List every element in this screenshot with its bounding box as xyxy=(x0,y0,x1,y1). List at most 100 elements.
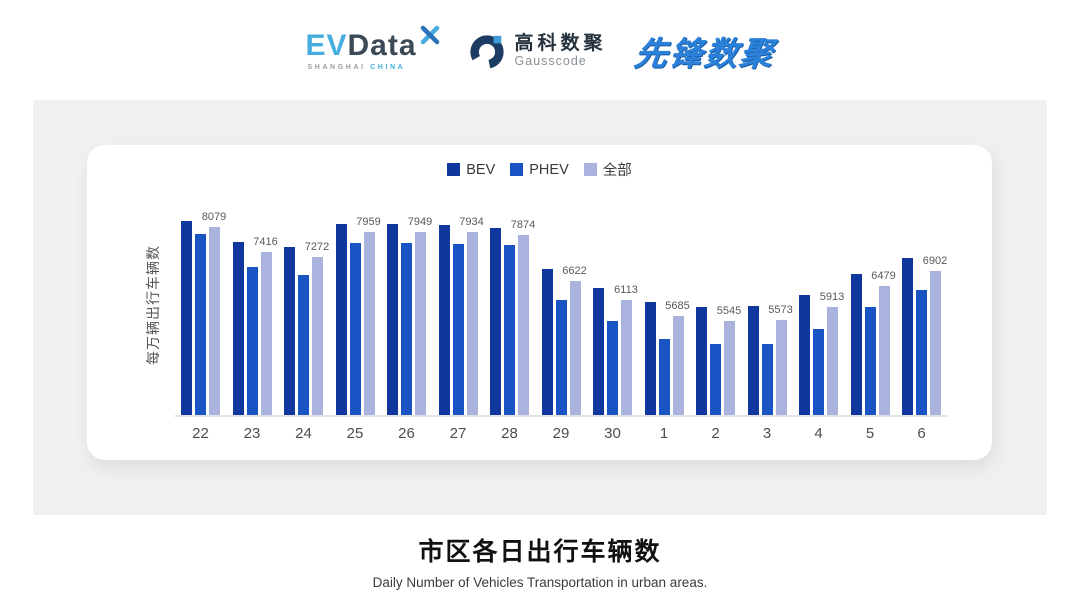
bar-全部-2[interactable] xyxy=(724,321,735,415)
legend-item-BEV[interactable]: BEV xyxy=(447,162,495,178)
x-tick-28: 28 xyxy=(501,425,518,442)
x-tick-25: 25 xyxy=(346,425,364,442)
evdata-x-icon xyxy=(420,25,439,45)
bar-value-label: 7949 xyxy=(407,216,433,228)
y-axis-title: 每万辆出行车辆数 xyxy=(145,245,161,365)
bar-全部-22[interactable] xyxy=(209,227,220,415)
bar-bev-26[interactable] xyxy=(387,224,398,415)
bar-bev-30[interactable] xyxy=(593,288,604,415)
bar-全部-29[interactable] xyxy=(569,281,581,415)
bar-bev-22[interactable] xyxy=(181,221,192,415)
bar-bev-24[interactable] xyxy=(284,247,295,415)
bar-phev-25[interactable] xyxy=(349,243,361,415)
bar-value-label: 7959 xyxy=(356,216,381,228)
bar-全部-4[interactable] xyxy=(827,307,838,415)
bar-phev-6[interactable] xyxy=(916,290,927,415)
bar-全部-25[interactable] xyxy=(363,232,375,415)
bar-bev-28[interactable] xyxy=(490,228,501,415)
bar-group-29: 6622 xyxy=(541,193,587,415)
bar-全部-24[interactable] xyxy=(312,257,323,415)
bar-phev-23[interactable] xyxy=(246,267,258,415)
bar-phev-30[interactable] xyxy=(607,321,618,415)
bar-group-30: 6113 xyxy=(593,193,638,415)
header-logos: EV Data SHANGHAI CHINA 高科数聚 Gausscode 先锋数 xyxy=(0,20,1080,82)
bar-value-label: 6479 xyxy=(871,270,896,282)
x-tick-4: 4 xyxy=(814,425,823,442)
bar-value-label: 7934 xyxy=(459,216,484,228)
bar-全部-26[interactable] xyxy=(415,232,426,415)
bar-value-label: 7874 xyxy=(510,219,536,231)
bar-phev-29[interactable] xyxy=(555,300,567,415)
bar-全部-6[interactable] xyxy=(930,271,941,415)
x-tick-2: 2 xyxy=(711,425,720,442)
x-tick-6: 6 xyxy=(917,425,926,442)
bar-phev-5[interactable] xyxy=(864,307,876,415)
bar-value-label: 6622 xyxy=(562,265,587,277)
bar-全部-30[interactable] xyxy=(621,300,632,415)
chart-card: BEV PHEV 全部 每万辆出行车辆数 8079 7416 7272 7959 7949 7… xyxy=(87,145,992,460)
x-tick-29: 29 xyxy=(552,425,570,442)
bar-group-6: 6902 xyxy=(902,193,947,415)
xianfeng-logo: 先锋数聚 xyxy=(631,35,777,72)
bar-phev-24[interactable] xyxy=(298,275,309,415)
bar-group-1: 5685 xyxy=(644,193,690,415)
bar-value-label: 5913 xyxy=(819,291,845,303)
bar-phev-26[interactable] xyxy=(401,243,412,415)
bar-bev-3[interactable] xyxy=(747,306,759,415)
evdata-wordmark: EV Data xyxy=(305,25,439,62)
evdata-data-text: Data xyxy=(347,29,417,62)
bar-bev-1[interactable] xyxy=(644,302,656,415)
bar-value-label: 8079 xyxy=(201,211,227,223)
bar-phev-2[interactable] xyxy=(710,344,721,415)
bar-bev-4[interactable] xyxy=(799,295,810,415)
bar-全部-27[interactable] xyxy=(466,232,478,415)
x-tick-27: 27 xyxy=(449,425,467,442)
bar-bev-27[interactable] xyxy=(438,225,450,415)
bar-group-2: 5545 xyxy=(696,193,741,415)
bar-group-4: 5913 xyxy=(799,193,844,415)
bar-全部-3[interactable] xyxy=(775,320,787,415)
bar-phev-28[interactable] xyxy=(504,245,515,415)
bar-bev-6[interactable] xyxy=(902,258,913,415)
evdata-tagline: SHANGHAI CHINA xyxy=(307,64,405,71)
bar-phev-22[interactable] xyxy=(195,234,206,415)
bar-bev-2[interactable] xyxy=(696,307,707,415)
plot-area: 8079 7416 7272 7959 7949 7934 7874 6622 6113 5685… xyxy=(175,193,947,417)
bar-全部-1[interactable] xyxy=(672,316,684,415)
bar-value-label: 5685 xyxy=(665,300,690,312)
bar-value-label: 6113 xyxy=(614,284,638,296)
legend-item-全部[interactable]: 全部 xyxy=(583,159,632,180)
legend-marker xyxy=(583,163,597,176)
bar-phev-4[interactable] xyxy=(813,329,824,415)
bar-group-28: 7874 xyxy=(490,193,535,415)
bar-value-label: 5545 xyxy=(716,305,742,317)
bar-bev-23[interactable] xyxy=(232,242,244,415)
gausscode-text: 高科数聚 Gausscode xyxy=(515,33,607,70)
bar-全部-5[interactable] xyxy=(878,286,890,415)
bar-group-5: 6479 xyxy=(850,193,896,415)
legend-label: PHEV xyxy=(529,161,569,178)
bar-phev-27[interactable] xyxy=(452,244,464,415)
bar-group-22: 8079 xyxy=(181,193,226,415)
chart-panel: BEV PHEV 全部 每万辆出行车辆数 8079 7416 7272 7959 7949 7… xyxy=(33,100,1047,515)
x-tick-22: 22 xyxy=(192,425,209,442)
bar-全部-23[interactable] xyxy=(260,252,272,415)
bar-group-23: 7416 xyxy=(232,193,278,415)
bar-phev-3[interactable] xyxy=(761,344,773,415)
bar-group-26: 7949 xyxy=(387,193,432,415)
legend-label: 全部 xyxy=(602,163,632,179)
bar-bev-25[interactable] xyxy=(335,224,347,415)
bar-value-label: 6902 xyxy=(922,255,948,267)
bar-phev-1[interactable] xyxy=(658,339,670,415)
bar-group-27: 7934 xyxy=(438,193,484,415)
legend-item-PHEV[interactable]: PHEV xyxy=(510,162,569,178)
gausscode-cn-name: 高科数聚 xyxy=(514,32,607,54)
evdata-tagline-right: CHINA xyxy=(370,64,406,71)
bar-bev-29[interactable] xyxy=(541,269,553,415)
bar-value-label: 5573 xyxy=(768,304,793,316)
bar-全部-28[interactable] xyxy=(518,235,529,415)
x-tick-23: 23 xyxy=(243,425,261,442)
bar-value-label: 7416 xyxy=(253,236,278,248)
bar-bev-5[interactable] xyxy=(850,274,862,415)
